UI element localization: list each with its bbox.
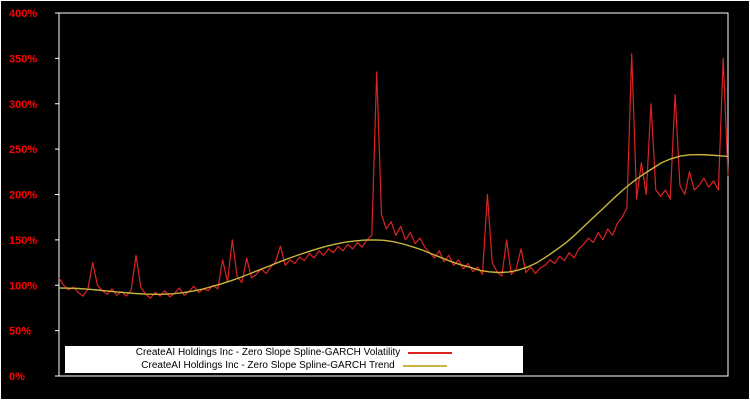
- series-lines: [58, 53, 729, 299]
- y-axis-tick-label: 100%: [9, 280, 37, 292]
- y-axis-tick-label: 150%: [9, 235, 37, 247]
- plot-frame: [58, 12, 729, 377]
- legend-item-trend: CreateAI Holdings Inc - Zero Slope Splin…: [65, 360, 523, 372]
- y-axis-tick-label: 200%: [9, 190, 37, 202]
- volatility-line: [58, 53, 729, 299]
- y-axis-tick-label: 0%: [9, 371, 25, 383]
- y-axis-tick-label: 300%: [9, 99, 37, 111]
- legend-label-trend: CreateAI Holdings Inc - Zero Slope Splin…: [141, 360, 395, 371]
- legend-item-volatility: CreateAI Holdings Inc - Zero Slope Splin…: [65, 347, 523, 359]
- legend-line-sample-trend: [402, 365, 447, 367]
- y-axis-tick-label: 50%: [9, 326, 31, 338]
- y-axis-tick-label: 250%: [9, 144, 37, 156]
- y-axis: 0% 50% 100% 150% 200% 250% 300% 350% 400%: [9, 8, 59, 383]
- trend-line: [58, 153, 729, 295]
- y-axis-tick-label: 400%: [9, 8, 37, 20]
- legend-label-volatility: CreateAI Holdings Inc - Zero Slope Splin…: [135, 347, 401, 358]
- y-axis-tick-label: 350%: [9, 53, 37, 65]
- legend: CreateAI Holdings Inc - Zero Slope Splin…: [65, 346, 523, 373]
- legend-line-sample-volatility: [408, 352, 453, 354]
